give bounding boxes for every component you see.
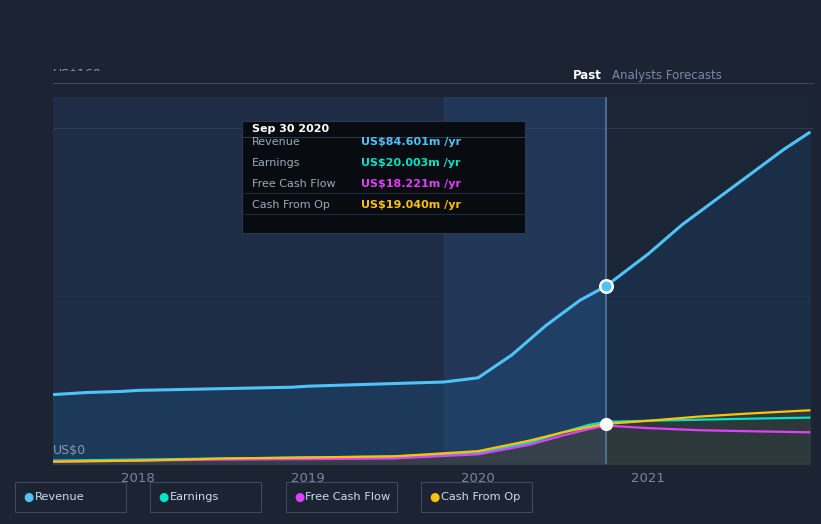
Text: US$0: US$0 (53, 444, 86, 457)
Text: US$18.221m /yr: US$18.221m /yr (361, 179, 461, 189)
Text: Free Cash Flow: Free Cash Flow (305, 492, 391, 503)
Text: US$19.040m /yr: US$19.040m /yr (361, 200, 461, 210)
Text: Analysts Forecasts: Analysts Forecasts (612, 70, 722, 82)
Text: US$20.003m /yr: US$20.003m /yr (361, 158, 461, 168)
Bar (444, 97, 606, 464)
Text: Sep 30 2020: Sep 30 2020 (252, 124, 329, 134)
Text: Cash From Op: Cash From Op (441, 492, 521, 503)
Text: Past: Past (572, 70, 602, 82)
Text: US$84.601m /yr: US$84.601m /yr (361, 137, 461, 147)
Text: Earnings: Earnings (252, 158, 300, 168)
Text: Revenue: Revenue (34, 492, 84, 503)
Text: ●: ● (23, 491, 33, 504)
Text: ●: ● (294, 491, 304, 504)
Text: Cash From Op: Cash From Op (252, 200, 330, 210)
Text: Free Cash Flow: Free Cash Flow (252, 179, 336, 189)
Text: ●: ● (429, 491, 439, 504)
Bar (606, 97, 813, 464)
Bar (53, 97, 606, 464)
Text: Revenue: Revenue (252, 137, 300, 147)
Text: Earnings: Earnings (170, 492, 219, 503)
Text: ●: ● (158, 491, 168, 504)
Text: US$160m: US$160m (53, 68, 114, 81)
